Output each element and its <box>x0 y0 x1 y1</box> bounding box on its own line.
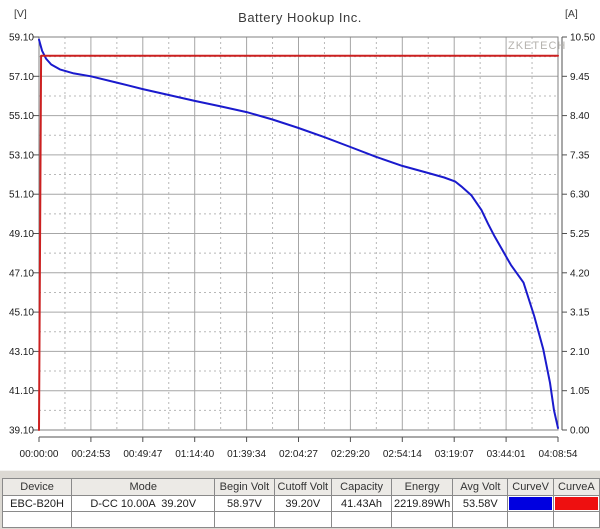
left-axis-tick-label: 43.10 <box>9 347 34 358</box>
x-axis-tick-label: 03:19:07 <box>435 449 474 460</box>
left-axis-tick-label: 45.10 <box>9 308 34 319</box>
series-CurveA <box>38 54 559 431</box>
table-empty-cell <box>273 511 333 528</box>
x-axis-tick-label: 00:24:53 <box>71 449 110 460</box>
x-axis-tick-label: 00:00:00 <box>20 449 59 460</box>
table-cell: 39.20V <box>273 495 333 512</box>
result-table: Device Mode Begin Volt Cutoff Volt Capacity E… <box>1 478 600 528</box>
table-cell: 58.97V <box>214 495 275 512</box>
right-axis-tick-label: 7.35 <box>570 150 590 161</box>
x-axis-tick-label: 00:49:47 <box>123 449 162 460</box>
left-axis-tick-label: 39.10 <box>9 426 34 437</box>
chart-svg: 59.10 57.10 55.10 53.10 51.10 49.10 47.10 45.10… <box>9 33 595 461</box>
column-header-curvev: CurveV <box>507 478 554 496</box>
table-empty-cell <box>1 511 73 528</box>
chart-title: Battery Hookup Inc. <box>238 10 362 25</box>
right-axis-tick-label: 8.40 <box>570 111 590 122</box>
table-cell: EBC-B20H <box>1 495 73 512</box>
zketech-watermark: ZKETECH <box>508 40 567 52</box>
table-empty-cell <box>452 511 509 528</box>
x-axis-tick-label: 02:29:20 <box>331 449 370 460</box>
right-axis-tick-label: 5.25 <box>570 229 590 240</box>
column-header-capacity: Capacity <box>331 478 392 496</box>
left-axis-tick-label: 49.10 <box>9 229 34 240</box>
column-header-cutoff-volt: Cutoff Volt <box>273 478 333 496</box>
curve-color-swatch <box>507 495 554 512</box>
x-axis-tick-label: 04:08:54 <box>539 449 578 460</box>
left-axis-tick-label: 53.10 <box>9 150 34 161</box>
left-axis-tick-label: 41.10 <box>9 386 34 397</box>
table-empty-cell <box>507 511 554 528</box>
right-axis-tick-label: 3.15 <box>570 308 590 319</box>
right-axis-tick-label: 1.05 <box>570 386 590 397</box>
left-axis-unit-label: [V] <box>14 8 27 20</box>
right-axis-tick-label: 0.00 <box>570 426 590 437</box>
table-cell: 53.58V <box>452 495 509 512</box>
x-axis-tick-label: 02:54:14 <box>383 449 422 460</box>
column-header-curvea: CurveA <box>552 478 600 496</box>
table-header-row: Device Mode Begin Volt Cutoff Volt Capacity E… <box>1 478 600 496</box>
table-empty-cell <box>214 511 275 528</box>
column-header-mode: Mode <box>71 478 216 496</box>
table-empty-row <box>1 511 600 528</box>
right-axis-unit-label: [A] <box>565 8 578 20</box>
right-axis-tick-label: 10.50 <box>570 33 595 44</box>
left-axis-tick-label: 59.10 <box>9 33 34 44</box>
column-header-begin-volt: Begin Volt <box>214 478 275 496</box>
right-axis-tick-label: 9.45 <box>570 72 590 83</box>
table-empty-cell <box>71 511 216 528</box>
left-axis-tick-label: 55.10 <box>9 111 34 122</box>
curve-color-swatch <box>552 495 600 512</box>
left-axis-tick-label: 57.10 <box>9 72 34 83</box>
chart-panel: Battery Hookup Inc. [V] [A] ZKETECH 59.1… <box>8 8 596 460</box>
left-axis-tick-label: 47.10 <box>9 268 34 279</box>
right-axis-tick-label: 2.10 <box>570 347 590 358</box>
x-axis-tick-label: 01:14:40 <box>175 449 214 460</box>
table-row: EBC-B20H D-CC 10.00A 39.20V 58.97V 39.20V 41… <box>1 495 600 512</box>
x-axis-tick-label: 02:04:27 <box>279 449 318 460</box>
table-cell: D-CC 10.00A 39.20V <box>71 495 216 512</box>
table-empty-cell <box>331 511 392 528</box>
series-CurveV <box>38 38 559 429</box>
table-empty-cell <box>390 511 454 528</box>
table-cell: 2219.89Wh <box>390 495 454 512</box>
result-table-panel: Device Mode Begin Volt Cutoff Volt Capacity E… <box>0 470 600 529</box>
column-header-device: Device <box>1 478 73 496</box>
column-header-avg-volt: Avg Volt <box>452 478 509 496</box>
table-empty-cell <box>552 511 600 528</box>
table-cell: 41.43Ah <box>331 495 392 512</box>
right-axis-tick-label: 4.20 <box>570 268 590 279</box>
right-axis-tick-label: 6.30 <box>570 190 590 201</box>
left-axis-tick-label: 51.10 <box>9 190 34 201</box>
x-axis-tick-label: 01:39:34 <box>227 449 266 460</box>
discharge-chart: 59.10 57.10 55.10 53.10 51.10 49.10 47.10 45.10… <box>9 33 595 461</box>
x-axis-tick-label: 03:44:01 <box>487 449 526 460</box>
column-header-energy: Energy <box>390 478 454 496</box>
